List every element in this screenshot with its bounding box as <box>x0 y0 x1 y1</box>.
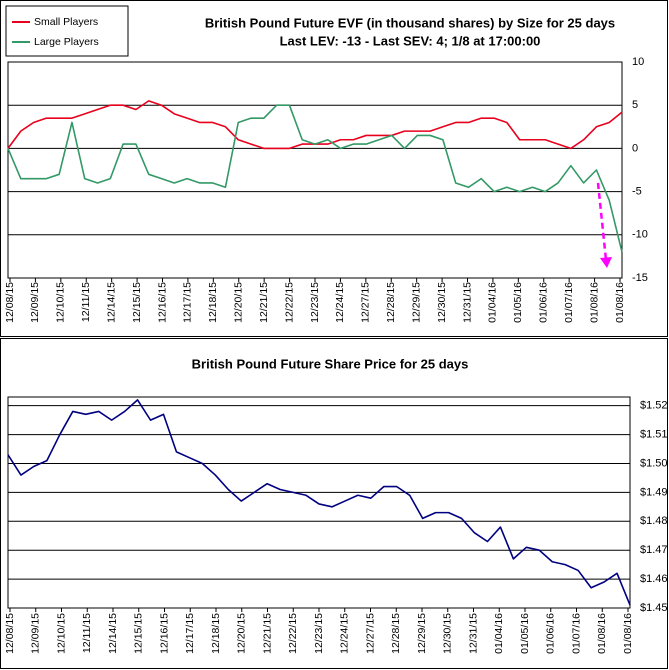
y-tick-label: $1.48 <box>640 515 668 527</box>
x-tick-label: 12/09/15 <box>30 613 42 654</box>
x-tick-label: 12/16/15 <box>158 613 170 654</box>
x-tick-label: 12/15/15 <box>131 282 143 323</box>
x-tick-label: 01/08/16 <box>614 282 626 323</box>
x-tick-label: 01/05/16 <box>519 613 531 654</box>
annotation-arrow <box>596 182 608 261</box>
x-tick-label: 01/06/16 <box>538 282 550 323</box>
x-tick-label: 12/14/15 <box>107 613 119 654</box>
x-tick-label: 12/18/15 <box>210 613 222 654</box>
x-tick-label: 12/10/15 <box>55 282 67 323</box>
x-tick-label: 12/15/15 <box>133 613 145 654</box>
chart-title: British Pound Future Share Price for 25 … <box>192 356 469 371</box>
x-tick-label: 12/27/15 <box>360 282 372 323</box>
data-line <box>7 104 623 253</box>
x-tick-label: 12/17/15 <box>182 282 194 323</box>
x-tick-label: 01/04/16 <box>493 613 505 654</box>
x-tick-label: 12/10/15 <box>55 613 67 654</box>
x-tick-label: 01/08/16 <box>622 613 634 654</box>
y-tick-label: $1.51 <box>640 428 668 440</box>
x-tick-label: 12/31/15 <box>461 282 473 323</box>
y-tick-label: -5 <box>632 186 642 198</box>
plot-area <box>7 61 623 279</box>
x-tick-label: 01/07/16 <box>570 613 582 654</box>
y-tick-label: $1.46 <box>640 573 668 585</box>
x-tick-label: 12/30/15 <box>442 613 454 654</box>
x-tick-label: 12/22/15 <box>283 282 295 323</box>
legend-label: Small Players <box>34 16 98 28</box>
x-tick-label: 12/23/15 <box>313 613 325 654</box>
x-tick-label: 12/17/15 <box>184 613 196 654</box>
y-tick-label: $1.49 <box>640 486 668 498</box>
x-tick-label: 12/21/15 <box>261 613 273 654</box>
x-tick-label: 12/28/15 <box>390 613 402 654</box>
x-tick-label: 01/08/16 <box>596 613 608 654</box>
y-tick-label: 10 <box>632 56 644 68</box>
x-tick-label: 12/29/15 <box>410 282 422 323</box>
x-tick-label: 12/20/15 <box>236 613 248 654</box>
legend-box <box>5 5 129 57</box>
chart-title: British Pound Future EVF (in thousand sh… <box>205 15 615 30</box>
x-tick-label: 12/14/15 <box>105 282 117 323</box>
x-tick-label: 12/24/15 <box>334 282 346 323</box>
y-tick-label: $1.45 <box>640 602 668 614</box>
x-tick-label: 01/07/16 <box>563 282 575 323</box>
x-tick-label: 01/06/16 <box>545 613 557 654</box>
x-tick-label: 12/30/15 <box>436 282 448 323</box>
x-tick-label: 12/20/15 <box>233 282 245 323</box>
y-tick-label: $1.52 <box>640 400 668 412</box>
arrow-head <box>600 257 612 268</box>
x-tick-label: 01/04/16 <box>487 282 499 323</box>
x-tick-label: 12/28/15 <box>385 282 397 323</box>
chart-subtitle: Last LEV: -13 - Last SEV: 4; 1/8 at 17:0… <box>280 33 541 48</box>
plot-area <box>7 396 631 609</box>
x-tick-label: 12/27/15 <box>364 613 376 654</box>
x-tick-label: 12/09/15 <box>29 282 41 323</box>
x-tick-label: 12/22/15 <box>287 613 299 654</box>
x-tick-label: 12/16/15 <box>156 282 168 323</box>
y-tick-label: -15 <box>632 272 648 284</box>
x-tick-label: 12/23/15 <box>309 282 321 323</box>
y-tick-label: $1.50 <box>640 457 668 469</box>
y-tick-label: 0 <box>632 142 638 154</box>
x-tick-label: 12/11/15 <box>81 613 93 653</box>
x-tick-label: 12/29/15 <box>416 613 428 654</box>
x-tick-label: 01/08/16 <box>588 282 600 323</box>
x-tick-label: 12/18/15 <box>207 282 219 323</box>
legend-label: Large Players <box>34 36 99 48</box>
y-tick-label: 5 <box>632 99 638 111</box>
x-tick-label: 12/24/15 <box>339 613 351 654</box>
data-line <box>7 399 631 606</box>
x-tick-label: 12/08/15 <box>4 282 16 323</box>
x-tick-label: 12/08/15 <box>4 613 16 654</box>
y-tick-label: -10 <box>632 229 648 241</box>
x-tick-label: 12/31/15 <box>467 613 479 654</box>
x-tick-label: 12/21/15 <box>258 282 270 323</box>
x-tick-label: 01/05/16 <box>512 282 524 323</box>
x-tick-label: 12/11/15 <box>80 282 92 322</box>
y-tick-label: $1.47 <box>640 544 668 556</box>
